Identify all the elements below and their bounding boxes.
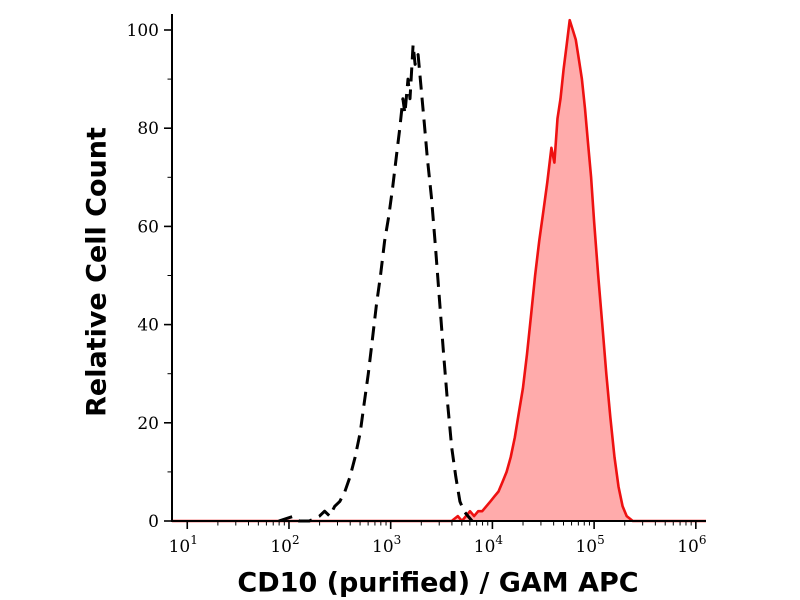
x-tick-label: 105 — [575, 533, 604, 557]
y-tick-label: 80 — [137, 119, 159, 139]
y-tick-label: 60 — [137, 217, 159, 237]
series-negative-control — [278, 43, 474, 523]
y-tick-label: 20 — [137, 414, 159, 434]
series-cd10-stained — [172, 18, 706, 523]
y-tick-label: 40 — [137, 316, 159, 336]
x-tick-label: 106 — [677, 533, 706, 557]
y-tick-label: 100 — [127, 21, 159, 41]
x-tick-label: 104 — [474, 533, 504, 557]
x-tick-label: 103 — [372, 533, 401, 557]
y-tick-label: 0 — [148, 512, 159, 532]
y-axis-title: Relative Cell Count — [81, 127, 113, 417]
x-tick-label: 102 — [270, 533, 299, 557]
x-tick-label: 101 — [169, 533, 198, 557]
x-axis-title: CD10 (purified) / GAM APC — [237, 567, 639, 599]
